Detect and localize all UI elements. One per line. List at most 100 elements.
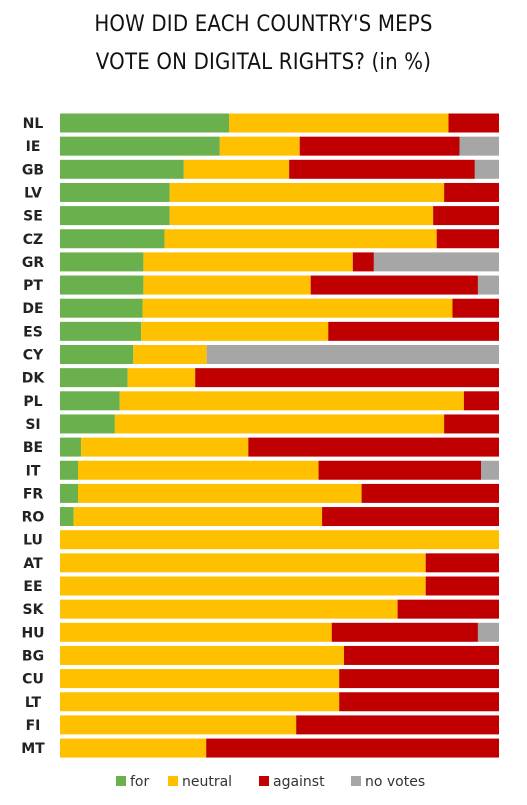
bar-be-for — [60, 437, 82, 457]
category-label-ro: RO — [22, 510, 45, 526]
bar-se-against — [433, 206, 499, 226]
category-label-at: AT — [23, 556, 43, 572]
bar-lu-neutral — [60, 530, 499, 550]
legend-swatch-neutral — [168, 776, 178, 786]
legend-swatch-for — [116, 776, 126, 786]
bar-lv-against — [444, 182, 500, 202]
legend-label-against: against — [273, 774, 325, 790]
legend-label-for: for — [130, 774, 149, 790]
bar-nl-neutral — [229, 113, 449, 133]
bar-it-against — [318, 460, 481, 480]
bar-sk-against — [397, 599, 499, 619]
category-label-lv: LV — [24, 185, 42, 201]
legend-item-neutral: neutral — [168, 774, 232, 790]
bar-ie-for — [60, 136, 220, 156]
bar-it-for — [60, 460, 78, 480]
legend-item-for: for — [116, 774, 149, 790]
bar-mt-against — [206, 738, 499, 758]
category-label-es: ES — [23, 324, 43, 340]
category-label-lu: LU — [23, 533, 43, 549]
bar-gb-against — [289, 159, 475, 179]
bar-ie-against — [299, 136, 460, 156]
bar-dk-against — [195, 368, 499, 388]
bar-pt-no-votes — [477, 275, 499, 295]
bar-es-against — [328, 321, 499, 341]
bar-lv-neutral — [169, 182, 445, 202]
bar-hu-no-votes — [477, 622, 499, 642]
category-label-mt: MT — [21, 741, 45, 757]
category-label-si: SI — [25, 417, 40, 433]
category-label-ie: IE — [26, 139, 41, 155]
bar-fr-against — [361, 483, 499, 503]
bar-gr-for — [60, 252, 144, 272]
bar-cy-neutral — [133, 345, 207, 364]
bar-gb-for — [60, 159, 184, 179]
bar-ie-no-votes — [459, 136, 499, 156]
category-label-fr: FR — [23, 486, 44, 502]
bar-it-neutral — [78, 460, 319, 480]
bar-ro-against — [322, 507, 499, 527]
category-label-gr: GR — [22, 255, 44, 271]
bar-lt-neutral — [60, 692, 340, 712]
category-label-de: DE — [22, 301, 43, 317]
bar-se-for — [60, 206, 170, 226]
bar-cy-for — [60, 345, 134, 364]
bar-pt-neutral — [143, 275, 311, 295]
bar-pt-for — [60, 275, 144, 295]
bar-pl-against — [463, 391, 499, 411]
bar-si-against — [444, 414, 500, 434]
bar-hu-neutral — [60, 622, 332, 642]
bar-de-neutral — [142, 298, 453, 318]
bar-hu-against — [331, 622, 478, 642]
category-label-gb: GB — [22, 162, 44, 178]
bar-fi-neutral — [60, 715, 297, 735]
legend-label-no-votes: no votes — [365, 774, 425, 790]
bar-mt-neutral — [60, 738, 207, 758]
category-label-ee: EE — [23, 579, 42, 595]
category-label-bg: BG — [22, 648, 44, 664]
bar-pl-neutral — [119, 391, 464, 411]
bar-ro-neutral — [73, 507, 323, 527]
bar-gb-neutral — [183, 159, 290, 179]
category-label-pl: PL — [23, 394, 42, 410]
bar-fr-neutral — [78, 483, 362, 503]
bar-bg-neutral — [60, 645, 345, 665]
bar-gb-no-votes — [474, 159, 499, 179]
bar-nl-for — [60, 113, 230, 133]
category-label-fi: FI — [26, 718, 41, 734]
category-label-it: IT — [26, 463, 41, 479]
category-label-sk: SK — [23, 602, 45, 618]
category-label-pt: PT — [23, 278, 43, 294]
bar-gr-no-votes — [373, 252, 499, 272]
category-label-se: SE — [23, 209, 43, 225]
category-label-lt: LT — [25, 695, 42, 711]
bar-cu-neutral — [60, 669, 340, 689]
bar-dk-for — [60, 368, 128, 388]
legend-item-no-votes: no votes — [351, 774, 425, 790]
bar-ro-for — [60, 507, 74, 527]
bar-ee-against — [425, 576, 499, 596]
bar-it-no-votes — [481, 460, 499, 480]
bar-cz-neutral — [164, 229, 437, 249]
bar-cy-no-votes — [206, 345, 499, 364]
bar-lv-for — [60, 182, 170, 202]
legend-label-neutral: neutral — [182, 774, 232, 790]
bar-de-for — [60, 298, 143, 318]
category-label-nl: NL — [23, 116, 44, 132]
category-label-cz: CZ — [23, 232, 43, 248]
bar-pl-for — [60, 391, 120, 411]
bar-se-neutral — [169, 206, 434, 226]
category-label-hu: HU — [21, 625, 44, 641]
bar-dk-neutral — [127, 368, 196, 388]
bar-ie-neutral — [219, 136, 300, 156]
category-label-cy: CY — [23, 348, 44, 364]
bar-gr-neutral — [143, 252, 353, 272]
bar-si-neutral — [114, 414, 445, 434]
category-label-cu: CU — [22, 672, 44, 688]
bar-ee-neutral — [60, 576, 426, 596]
bar-cz-for — [60, 229, 165, 249]
category-label-be: BE — [23, 440, 43, 456]
category-label-dk: DK — [22, 371, 46, 387]
bar-si-for — [60, 414, 115, 434]
